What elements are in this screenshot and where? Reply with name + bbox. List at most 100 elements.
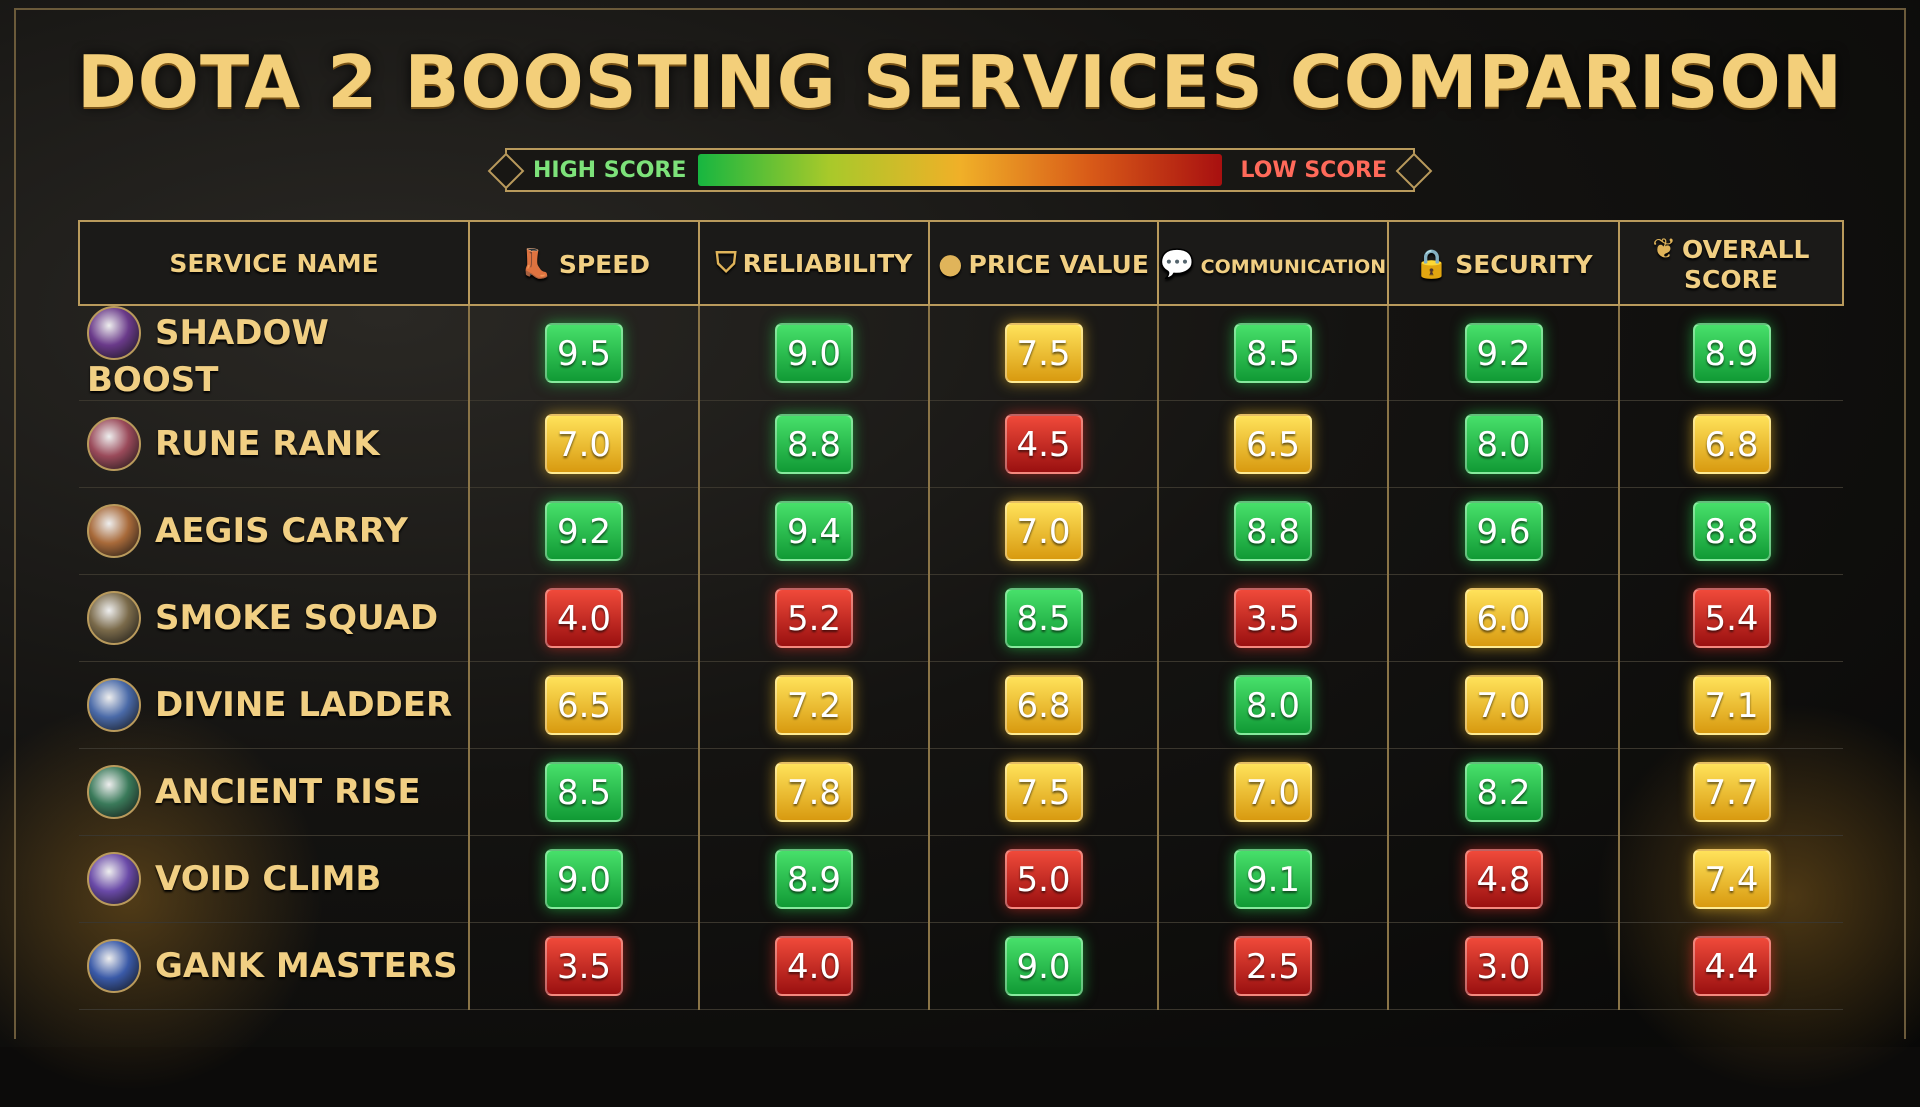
column-header-overall-score: ❦ OVERALL SCORE — [1618, 220, 1844, 306]
score-cell: 5.4 — [1618, 574, 1843, 662]
score-cell: 4.8 — [1387, 835, 1619, 923]
service-name: SHADOW BOOST — [87, 313, 329, 400]
score-badge: 7.5 — [1004, 762, 1083, 822]
column-label: COMMUNICATION — [1200, 255, 1387, 278]
boot-icon: 👢 — [517, 246, 553, 280]
score-badge: 8.5 — [1234, 323, 1312, 383]
lock-icon: 🔒 — [1414, 246, 1450, 280]
score-badge: 8.0 — [1234, 675, 1312, 735]
score-cell: 6.5 — [1157, 400, 1388, 488]
score-cell: 7.2 — [698, 661, 929, 749]
score-badge: 8.9 — [775, 849, 853, 909]
column-header-security: 🔒 SECURITY — [1387, 220, 1620, 306]
table-row: AEGIS CARRY 9.2 9.4 7.0 8.8 9.6 8.8 — [79, 487, 1843, 575]
score-badge: 9.1 — [1234, 849, 1312, 909]
score-legend: HIGH SCORE LOW SCORE — [487, 148, 1433, 192]
hero-avatar-icon — [87, 504, 141, 558]
score-badge: 7.0 — [1234, 762, 1312, 822]
service-name: DIVINE LADDER — [155, 685, 453, 725]
hero-avatar-icon — [87, 306, 141, 360]
service-name: VOID CLIMB — [155, 859, 382, 899]
service-name: AEGIS CARRY — [155, 511, 408, 551]
score-cell: 6.8 — [928, 661, 1158, 749]
score-badge: 5.2 — [775, 588, 853, 648]
score-badge: 7.0 — [1464, 675, 1543, 735]
score-badge: 9.4 — [775, 501, 853, 561]
score-cell: 9.2 — [468, 487, 699, 575]
service-cell: DIVINE LADDER — [79, 661, 469, 749]
score-cell: 8.0 — [1157, 661, 1388, 749]
column-label: RELIABILITY — [742, 249, 913, 278]
score-badge: 8.0 — [1464, 414, 1543, 474]
legend-high-label: HIGH SCORE — [533, 157, 687, 183]
ornate-frame — [14, 8, 1906, 1039]
score-badge: 6.5 — [1234, 414, 1312, 474]
score-cell: 7.5 — [928, 305, 1158, 401]
score-badge: 8.2 — [1464, 762, 1543, 822]
score-cell: 5.2 — [698, 574, 929, 662]
comparison-table: SERVICE NAME 👢 SPEED ⛉ RELIABILITY ● PRICE VAL… — [78, 220, 1844, 1010]
score-cell: 7.0 — [1157, 748, 1388, 836]
service-cell: ANCIENT RISE — [79, 748, 469, 836]
score-cell: 7.1 — [1618, 661, 1843, 749]
score-cell: 4.4 — [1618, 922, 1843, 1010]
column-header-speed: 👢 SPEED — [468, 220, 700, 306]
service-cell: AEGIS CARRY — [79, 487, 469, 575]
score-cell: 7.0 — [468, 400, 699, 488]
table-row: GANK MASTERS 3.5 4.0 9.0 2.5 3.0 4.4 — [79, 922, 1843, 1010]
column-header-price-value: ● PRICE VALUE — [928, 220, 1159, 306]
score-cell: 4.5 — [928, 400, 1158, 488]
score-badge: 6.0 — [1464, 588, 1543, 648]
table-row: RUNE RANK 7.0 8.8 4.5 6.5 8.0 6.8 — [79, 400, 1843, 488]
score-badge: 9.0 — [1004, 936, 1083, 996]
score-cell: 9.2 — [1387, 305, 1619, 401]
score-badge: 9.0 — [545, 849, 623, 909]
score-badge: 5.0 — [1004, 849, 1083, 909]
score-badge: 9.5 — [545, 323, 623, 383]
score-badge: 6.8 — [1692, 414, 1771, 474]
page-title: DOTA 2 BOOSTING SERVICES COMPARISON — [77, 40, 1843, 124]
legend-gradient-bar — [698, 154, 1222, 186]
score-badge: 7.1 — [1692, 675, 1771, 735]
chat-bubble-icon: 💬 — [1159, 246, 1195, 280]
shield-icon: ⛉ — [715, 246, 737, 279]
score-cell: 2.5 — [1157, 922, 1388, 1010]
service-cell: SMOKE SQUAD — [79, 574, 469, 662]
score-badge: 4.0 — [775, 936, 853, 996]
score-badge: 3.5 — [1234, 588, 1312, 648]
score-cell: 9.5 — [468, 305, 699, 401]
score-cell: 7.0 — [1387, 661, 1619, 749]
score-badge: 9.6 — [1464, 501, 1543, 561]
score-cell: 8.8 — [698, 400, 929, 488]
score-badge: 7.0 — [545, 414, 623, 474]
table-row: VOID CLIMB 9.0 8.9 5.0 9.1 4.8 7.4 — [79, 835, 1843, 923]
column-header-service-name: SERVICE NAME — [78, 220, 470, 306]
score-cell: 8.5 — [1157, 305, 1388, 401]
laurel-icon: ❦ — [1652, 232, 1676, 265]
table-row: DIVINE LADDER 6.5 7.2 6.8 8.0 7.0 7.1 — [79, 661, 1843, 749]
score-cell: 7.8 — [698, 748, 929, 836]
score-badge: 7.5 — [1004, 323, 1083, 383]
score-cell: 9.6 — [1387, 487, 1619, 575]
score-badge: 8.8 — [775, 414, 853, 474]
score-cell: 8.5 — [468, 748, 699, 836]
hero-avatar-icon — [87, 852, 141, 906]
score-badge: 4.5 — [1004, 414, 1083, 474]
score-cell: 6.8 — [1618, 400, 1843, 488]
score-cell: 7.4 — [1618, 835, 1843, 923]
table-row: SMOKE SQUAD 4.0 5.2 8.5 3.5 6.0 5.4 — [79, 574, 1843, 662]
score-badge: 7.0 — [1004, 501, 1083, 561]
score-cell: 9.4 — [698, 487, 929, 575]
service-cell: VOID CLIMB — [79, 835, 469, 923]
table-row: ANCIENT RISE 8.5 7.8 7.5 7.0 8.2 7.7 — [79, 748, 1843, 836]
score-badge: 7.8 — [775, 762, 853, 822]
score-badge: 4.0 — [545, 588, 623, 648]
score-badge: 8.5 — [1004, 588, 1083, 648]
hero-avatar-icon — [87, 417, 141, 471]
score-badge: 8.8 — [1692, 501, 1771, 561]
column-label: SPEED — [558, 249, 651, 279]
score-cell: 6.5 — [468, 661, 699, 749]
service-name: ANCIENT RISE — [155, 772, 421, 812]
score-cell: 3.5 — [468, 922, 699, 1010]
score-cell: 4.0 — [468, 574, 699, 662]
